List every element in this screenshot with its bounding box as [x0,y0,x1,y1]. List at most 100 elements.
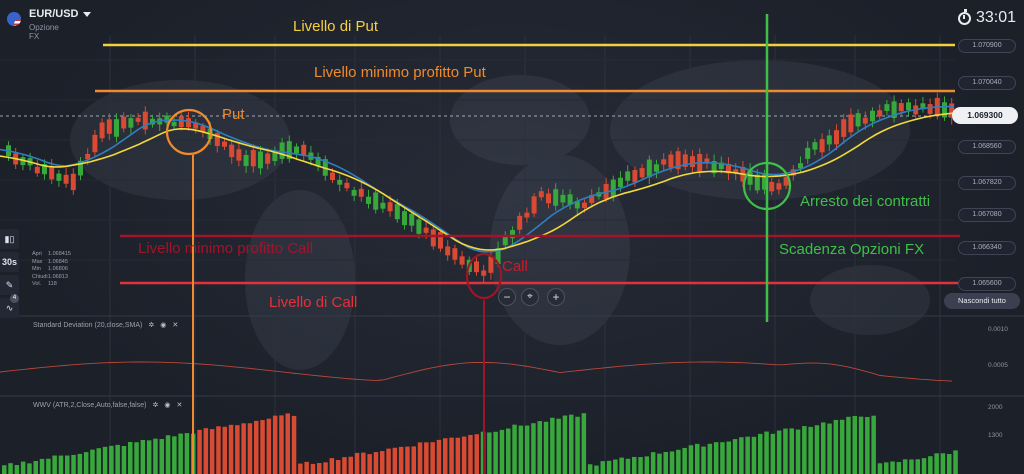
volume-bar [241,423,246,474]
candle-body [380,202,386,209]
candle-body [445,246,451,256]
candle-body [855,113,861,127]
candle-body [949,103,955,118]
volume-bar [96,448,101,474]
ohlc-value: 1.06845 [48,258,68,265]
eye-icon[interactable]: ◉ [160,322,167,329]
volume-bar [468,434,473,474]
volume-bar [556,418,561,474]
volume-bar [71,454,76,474]
volume-bar [159,439,164,474]
close-icon[interactable]: ✕ [172,322,179,329]
volume-bar [632,456,637,474]
volume-bar [896,462,902,474]
volume-bar [682,447,687,474]
indicators-button[interactable]: ∿ 4 [0,294,19,318]
volume-bar [39,458,45,474]
ohlc-value: 1.06813 [48,273,68,280]
candle-body [682,154,688,167]
volume-bar [751,436,757,474]
candle-body [618,177,623,188]
call-label: Call [502,258,528,275]
call-min-profit-label: Livello minimo profitto Call [138,240,314,257]
candle-body [142,111,148,130]
ohlc-value: 118 [48,281,57,287]
candle-body [891,101,897,119]
candle-body [862,117,868,124]
volume-bar [279,415,284,474]
volume-bar [953,450,958,474]
candle-body [430,229,436,247]
candle-body [409,213,415,226]
candle-body [819,139,825,153]
volume-bar [102,446,108,474]
ohlc-row: Min 1.06806 [32,266,71,274]
gear-icon[interactable]: ✲ [152,402,159,409]
volume-bar [27,463,32,474]
volume-bar [291,415,297,474]
volume-bar [109,445,114,474]
candle-body [106,119,112,134]
candle-body [488,256,494,273]
pencil-icon: ✎ [5,279,14,290]
price-tick-label: 1.070900 [958,39,1016,53]
asset-pair-label: EUR/USD [29,8,79,20]
volume-bar [512,424,517,474]
std_axis-label: 0.0010 [988,326,1008,333]
volume-bar [474,434,479,474]
volume-bar [934,453,939,474]
zoom-out-button[interactable]: − [498,288,516,306]
volume-bar [518,425,524,474]
candle-body [250,149,256,167]
candle-body [49,165,55,180]
volume-bar [90,449,95,474]
volume-bar [915,459,920,474]
candle-body [942,102,947,118]
hide-all-button[interactable]: Nascondi tutto [944,293,1020,309]
volume-bar [947,453,952,474]
candle-body [416,219,422,234]
volume-bar [247,423,253,474]
volume-bar [298,463,303,474]
chevron-down-icon[interactable] [82,11,91,17]
candle-body [214,133,220,147]
volume-bar [235,425,240,474]
asset-selector[interactable]: EUR/USD [29,8,91,20]
volume-bar [20,461,26,474]
candle-body [351,190,357,196]
candle-body [625,171,631,181]
candle-body [78,160,83,176]
volume-bar [405,446,410,474]
volume-bar [688,445,694,474]
candle-body [726,163,731,174]
stop-contracts-label: Arresto dei contratti [800,193,931,210]
eye-icon[interactable]: ◉ [164,402,171,409]
zoom-in-button[interactable]: + [547,288,565,306]
timeframe-button[interactable]: 30s [0,252,19,272]
volume-bar [487,432,492,474]
volume-bar [537,421,542,474]
candle-body [387,202,393,212]
candle-body [474,261,479,273]
volume-bar [285,413,290,474]
zoom-reset-button[interactable]: ⌖ [521,288,539,306]
candle-body [481,270,487,276]
volume-bar [222,426,227,474]
close-icon[interactable]: ✕ [176,402,183,409]
chart-type-button[interactable]: ▮▯ [0,229,19,249]
volume-bar [619,457,624,474]
volume-bar [354,452,360,474]
volume-bar [713,442,719,474]
volume-bar [600,461,605,474]
gear-icon[interactable]: ✲ [148,322,155,329]
volume-bar [550,417,555,474]
drawing-tool-button[interactable]: ✎ [0,275,19,295]
volume-bar [531,423,536,474]
candle-body [870,110,875,122]
volume-bar [373,452,379,474]
wwv-indicator-label: WWV (ATR,2,Close,Auto,false,false) [33,401,147,409]
volume-bar [461,436,467,474]
candle-body [236,149,242,161]
candle-body [610,179,616,198]
